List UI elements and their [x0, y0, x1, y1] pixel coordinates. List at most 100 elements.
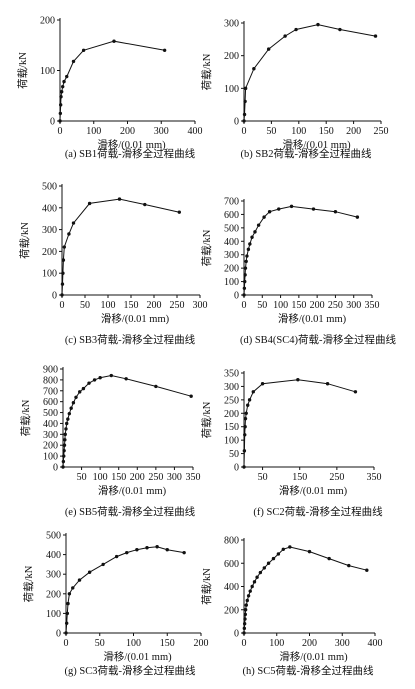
data-point	[69, 406, 73, 410]
data-point	[143, 202, 147, 207]
x-tick-label: 200	[130, 472, 145, 483]
x-tick-label: 350	[367, 472, 382, 483]
data-point	[61, 271, 65, 275]
data-point	[63, 432, 67, 437]
x-tick-label: 400	[188, 126, 203, 137]
data-point	[243, 416, 248, 421]
x-tick-label: 250	[148, 472, 163, 483]
data-point	[327, 556, 331, 561]
data-point	[245, 254, 249, 258]
data-point	[65, 421, 69, 426]
y-tick-label: 150	[224, 422, 239, 433]
y-tick-label: 200	[224, 264, 239, 275]
data-point	[64, 631, 68, 635]
data-point	[250, 235, 254, 239]
data-point	[155, 545, 159, 549]
data-point	[67, 592, 72, 596]
y-axis-title: 荷载/kN	[201, 229, 213, 266]
chart-caption: (g) SC3荷载-滑移全过程曲线	[65, 664, 196, 677]
x-tick-label: 200	[346, 126, 361, 137]
data-point	[266, 561, 271, 565]
data-point	[59, 90, 64, 94]
y-tick-label: 200	[224, 409, 239, 420]
x-tick-label: 350	[365, 300, 380, 311]
data-point	[242, 449, 247, 453]
data-point	[145, 546, 149, 550]
y-tick-label: 600	[43, 397, 58, 408]
y-axis-title: 荷载/kN	[20, 399, 32, 436]
y-tick-label: 600	[224, 210, 239, 221]
data-point	[87, 201, 92, 206]
y-tick-label: 0	[234, 629, 239, 640]
y-tick-label: 500	[224, 223, 239, 234]
data-point	[58, 103, 63, 107]
y-tick-label: 0	[53, 463, 58, 474]
data-point	[114, 554, 119, 559]
y-tick-label: 0	[234, 291, 239, 302]
data-point	[101, 562, 105, 567]
data-point	[294, 27, 298, 32]
x-axis-title: 滑移/(0.01 mm)	[279, 484, 348, 497]
y-tick-label: 300	[224, 250, 239, 261]
y-tick-label: 100	[42, 269, 57, 280]
data-point	[281, 547, 285, 551]
y-tick-label: 200	[40, 16, 55, 27]
y-tick-label: 500	[42, 182, 57, 193]
data-point	[243, 425, 247, 429]
x-tick-label: 350	[186, 472, 201, 483]
x-tick-label: 50	[258, 472, 268, 483]
data-point	[252, 580, 257, 584]
y-tick-label: 700	[43, 386, 58, 397]
series-line	[243, 546, 367, 634]
data-point	[244, 259, 248, 264]
x-axis-title: 滑移/(0.01 mm)	[97, 138, 166, 151]
x-axis-title: 滑移/(0.01 mm)	[282, 138, 351, 151]
data-point	[242, 622, 247, 626]
x-tick-label: 100	[126, 638, 141, 649]
data-point	[81, 48, 86, 52]
x-tick-label: 100	[269, 638, 284, 649]
data-point	[71, 59, 76, 64]
x-tick-label: 100	[273, 300, 288, 311]
x-tick-label: 300	[193, 300, 208, 311]
data-point	[77, 578, 82, 582]
x-tick-label: 150	[111, 472, 126, 483]
data-point	[242, 626, 247, 631]
data-point	[62, 79, 66, 84]
x-tick-label: 250	[374, 126, 389, 137]
series-line	[59, 40, 165, 122]
data-point	[243, 279, 247, 284]
data-point	[252, 67, 256, 71]
y-tick-label: 900	[43, 365, 58, 376]
data-point	[177, 210, 181, 214]
y-tick-label: 350	[224, 369, 239, 380]
data-point	[66, 417, 70, 421]
chart-caption: (a) SB1荷载-滑移全过程曲线	[65, 147, 196, 160]
series-line	[243, 24, 376, 122]
data-point	[244, 411, 248, 415]
chart-caption: (d) SB4(SC4)荷载-滑移全过程曲线	[240, 333, 397, 346]
y-tick-label: 400	[42, 203, 57, 214]
y-axis-title: 荷载/kN	[23, 565, 35, 602]
data-point	[189, 394, 193, 398]
x-tick-label: 0	[242, 300, 247, 311]
y-tick-label: 300	[46, 570, 61, 581]
data-point	[124, 377, 128, 381]
data-point	[256, 223, 261, 227]
y-tick-label: 100	[224, 277, 239, 288]
x-tick-label: 150	[291, 300, 306, 311]
data-point	[87, 570, 92, 574]
chart-panel: 0 100 200 300 400 500 0 50 100 150 200 250 300 滑移/(0.…	[19, 182, 208, 347]
y-tick-label: 200	[42, 247, 57, 258]
y-axis-title: 荷载/kN	[201, 568, 213, 605]
data-point	[62, 443, 67, 447]
data-point	[243, 612, 248, 617]
data-point	[365, 568, 369, 572]
x-axis-title: 滑移/(0.01 mm)	[98, 484, 167, 497]
data-point	[117, 197, 122, 201]
x-tick-label: 100	[93, 472, 108, 483]
data-point	[98, 376, 102, 380]
data-point	[64, 427, 68, 431]
